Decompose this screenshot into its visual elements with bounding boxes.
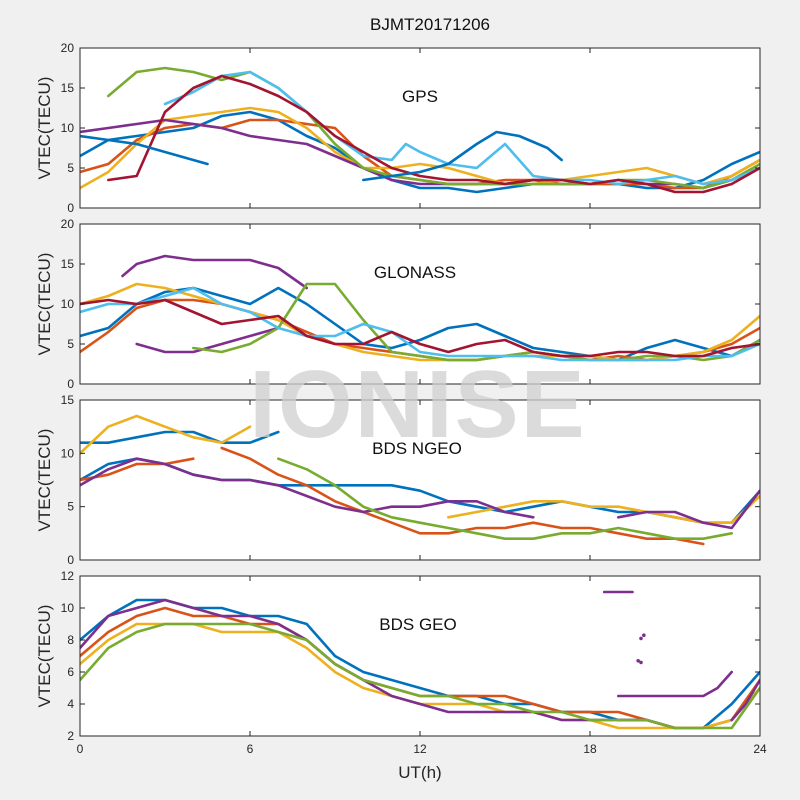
series-line (135, 326, 280, 354)
series-line (107, 74, 760, 194)
series-line (80, 110, 760, 194)
series-line (192, 282, 760, 362)
y-tick-label: 0 (67, 201, 74, 215)
data-point (639, 636, 643, 641)
series-group (80, 590, 760, 730)
series-line (80, 622, 760, 730)
y-tick-label: 10 (61, 121, 75, 135)
y-tick-label: 15 (61, 393, 75, 407)
y-axis-label: VTEC(TECU) (35, 253, 54, 356)
series-line (121, 254, 309, 290)
data-point (639, 660, 643, 665)
y-tick-label: 6 (67, 665, 74, 679)
y-tick-label: 5 (67, 337, 74, 351)
panel-label: GPS (402, 87, 438, 106)
panel-2: 0 5 10 15 VTEC(TECU) BDS NGEO (35, 393, 761, 567)
series-line (80, 457, 535, 519)
y-tick-label: 10 (61, 601, 75, 615)
y-axis-label: VTEC(TECU) (35, 77, 54, 180)
x-tick-label: 24 (753, 742, 767, 756)
x-tick-label: 6 (247, 742, 254, 756)
panel-label: BDS GEO (379, 615, 456, 634)
y-tick-label: 5 (67, 161, 74, 175)
series-line (80, 457, 195, 482)
series-line (616, 670, 734, 698)
y-axis-label: VTEC(TECU) (35, 605, 54, 708)
x-tick-label: 18 (583, 742, 597, 756)
y-tick-label: 0 (67, 377, 74, 391)
y-tick-label: 15 (61, 81, 75, 95)
y-axis-label: VTEC(TECU) (35, 429, 54, 532)
panel-1: 0 5 10 15 20 VTEC(TECU) GLONASS (35, 217, 761, 391)
plot-area (80, 224, 760, 384)
y-tick-label: 2 (67, 729, 74, 743)
series-group (80, 66, 760, 194)
series-line (80, 134, 209, 166)
series-line (80, 106, 760, 190)
y-tick-label: 8 (67, 633, 74, 647)
series-line (616, 489, 760, 530)
series-line (80, 286, 760, 362)
series-line (80, 298, 760, 358)
y-tick-label: 10 (61, 446, 75, 460)
x-axis-label: UT(h) (398, 763, 441, 782)
panel-0: 0 5 10 15 20 VTEC(TECU) GPS (35, 41, 761, 215)
series-group (80, 414, 760, 546)
y-tick-label: 10 (61, 297, 75, 311)
y-tick-label: 0 (67, 553, 74, 567)
y-tick-label: 12 (61, 569, 75, 583)
x-tick-label: 0 (77, 742, 84, 756)
figure-title: BJMT20171206 (370, 15, 490, 34)
data-point (636, 659, 640, 663)
series-line (730, 678, 760, 722)
y-tick-label: 4 (67, 697, 74, 711)
watermark: IONISE (249, 351, 586, 458)
y-tick-label: 5 (67, 500, 74, 514)
y-tick-label: 20 (61, 41, 75, 55)
series-group (80, 254, 760, 362)
series-line (80, 414, 252, 455)
y-tick-label: 20 (61, 217, 75, 231)
panel-label: BDS NGEO (372, 439, 462, 458)
series-line (361, 130, 564, 182)
data-point (642, 633, 646, 637)
plot-area (80, 576, 760, 736)
series-line (276, 457, 734, 541)
panel-label: GLONASS (374, 263, 456, 282)
series-line (80, 598, 677, 730)
x-tick-label: 12 (413, 742, 427, 756)
y-tick-label: 15 (61, 257, 75, 271)
